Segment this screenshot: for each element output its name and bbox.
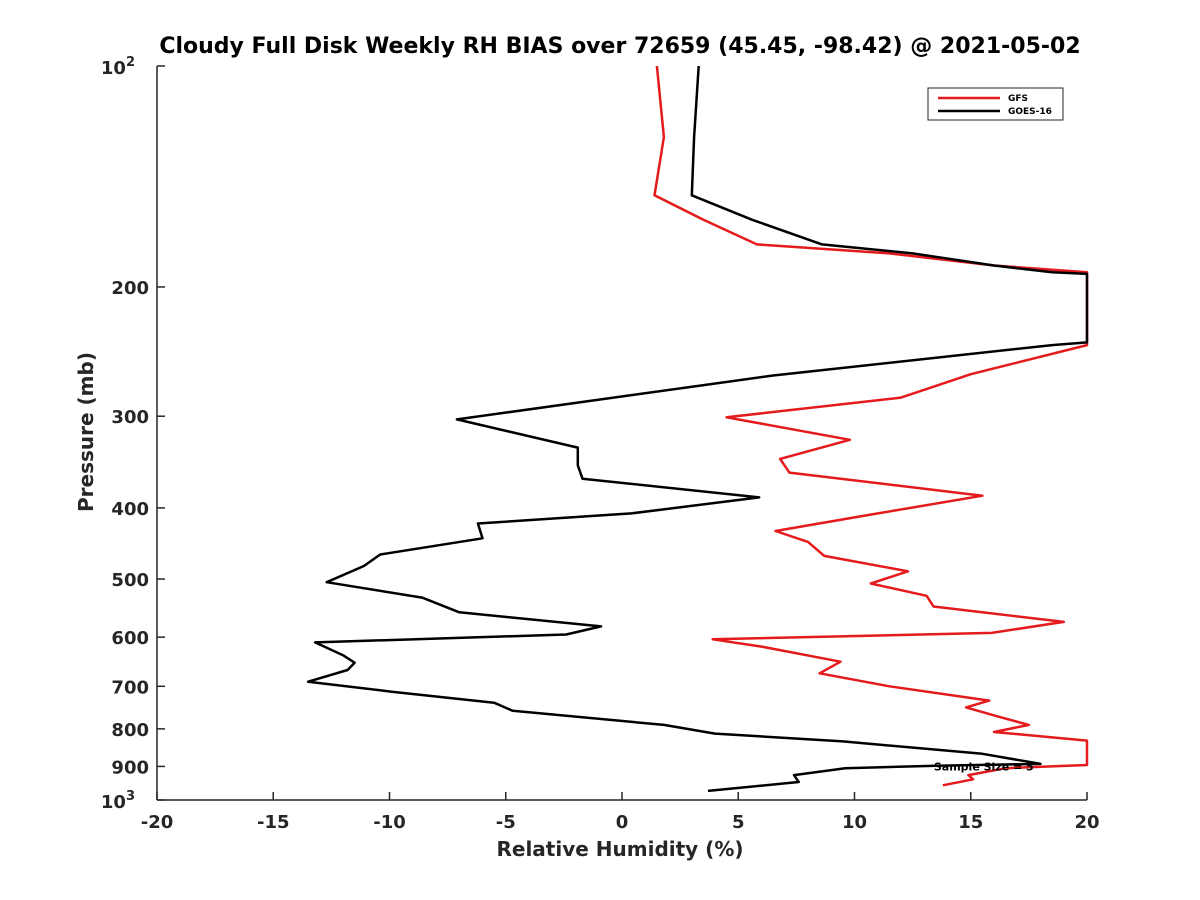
series-line-goes-16 (306, 65, 1089, 793)
x-tick-label: 0 (616, 812, 629, 833)
legend-entry: GFS (1008, 94, 1028, 104)
x-tick-label: -15 (257, 812, 290, 833)
x-axis-ticks: -20 -15 -10 -5 0 5 10 15 20 (141, 792, 1100, 833)
x-tick-label: -10 (373, 812, 406, 833)
x-axis-label: Relative Humidity (%) (496, 837, 743, 861)
x-tick-label: -20 (141, 812, 174, 833)
y-tick-label: 300 (111, 407, 149, 428)
series-line-gfs (653, 65, 1089, 787)
x-tick-label: 20 (1074, 812, 1099, 833)
y-tick-label: 900 (111, 757, 149, 778)
y-axis-label: Pressure (mb) (74, 352, 98, 512)
y-tick-label: 102 (101, 55, 135, 79)
legend-entry: GOES-16 (1008, 107, 1052, 117)
sample-size-annotation: Sample Size = 5 (934, 760, 1034, 773)
x-tick-label: 10 (842, 812, 867, 833)
chart-annotations: Sample Size = 5 (934, 760, 1034, 773)
y-tick-label: 800 (111, 720, 149, 741)
legend-box (927, 87, 1064, 121)
y-tick-label: 200 (111, 278, 149, 299)
y-axis-ticks: 102 200 300 400 500 600 700 800 900 103 (101, 55, 165, 813)
series-lines (306, 65, 1089, 793)
y-tick-label: 103 (101, 789, 135, 813)
y-tick-label: 500 (111, 570, 149, 591)
plot-axes (156, 66, 1087, 801)
y-tick-label: 400 (111, 499, 149, 520)
y-tick-label: 700 (111, 677, 149, 698)
x-tick-label: 5 (732, 812, 745, 833)
y-tick-label: 600 (111, 628, 149, 649)
chart-title: Cloudy Full Disk Weekly RH BIAS over 726… (159, 34, 1080, 59)
x-tick-label: 15 (958, 812, 983, 833)
legend: GFS GOES-16 (927, 87, 1064, 121)
x-tick-label: -5 (496, 812, 516, 833)
